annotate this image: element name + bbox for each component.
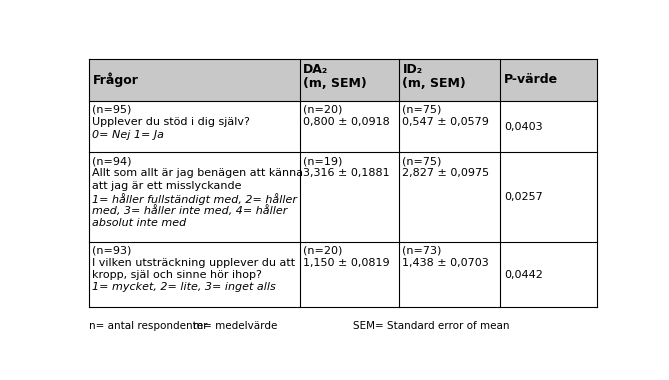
Text: Frågor: Frågor — [92, 73, 138, 87]
Text: 3,316 ± 0,1881: 3,316 ± 0,1881 — [303, 168, 390, 179]
Text: (m, SEM): (m, SEM) — [402, 77, 466, 90]
Text: m= medelvärde: m= medelvärde — [193, 321, 277, 331]
Text: (n=95): (n=95) — [92, 105, 132, 115]
Text: 1= håller fullständigt med, 2= håller: 1= håller fullständigt med, 2= håller — [92, 193, 298, 205]
Text: (n=75): (n=75) — [402, 105, 442, 115]
Text: kropp, själ och sinne hör ihop?: kropp, själ och sinne hör ihop? — [92, 270, 262, 280]
Text: att jag är ett misslyckande: att jag är ett misslyckande — [92, 181, 242, 191]
Text: med, 3= håller inte med, 4= håller: med, 3= håller inte med, 4= håller — [92, 205, 288, 216]
Text: 0,0442: 0,0442 — [504, 269, 543, 280]
Text: 0,800 ± 0,0918: 0,800 ± 0,0918 — [303, 117, 390, 127]
Text: I vilken utsträckning upplever du att: I vilken utsträckning upplever du att — [92, 258, 296, 268]
Text: 0,0403: 0,0403 — [504, 122, 543, 132]
Text: (n=19): (n=19) — [303, 156, 343, 166]
Text: (n=20): (n=20) — [303, 105, 343, 115]
Text: 1= mycket, 2= lite, 3= inget alls: 1= mycket, 2= lite, 3= inget alls — [92, 282, 276, 292]
Text: (m, SEM): (m, SEM) — [303, 77, 367, 90]
Text: (n=93): (n=93) — [92, 245, 132, 255]
Text: 0= Nej 1= Ja: 0= Nej 1= Ja — [92, 130, 165, 139]
Text: 2,827 ± 0,0975: 2,827 ± 0,0975 — [402, 168, 490, 179]
Text: 1,438 ± 0,0703: 1,438 ± 0,0703 — [402, 258, 489, 268]
Text: 0,0257: 0,0257 — [504, 192, 543, 202]
Text: (n=73): (n=73) — [402, 245, 442, 255]
Text: (n=94): (n=94) — [92, 156, 132, 166]
Text: absolut inte med: absolut inte med — [92, 218, 187, 228]
Text: 0,547 ± 0,0579: 0,547 ± 0,0579 — [402, 117, 489, 127]
Text: P-värde: P-värde — [504, 73, 558, 87]
Text: (n=20): (n=20) — [303, 245, 343, 255]
Text: (n=75): (n=75) — [402, 156, 442, 166]
Text: 1,150 ± 0,0819: 1,150 ± 0,0819 — [303, 258, 390, 268]
Text: Upplever du stöd i dig själv?: Upplever du stöd i dig själv? — [92, 117, 250, 127]
Text: n= antal respondenter: n= antal respondenter — [89, 321, 207, 331]
Text: ID₂: ID₂ — [402, 63, 423, 76]
Text: DA₂: DA₂ — [303, 63, 328, 76]
Text: SEM= Standard error of mean: SEM= Standard error of mean — [353, 321, 510, 331]
Bar — [89, 59, 597, 101]
Text: Allt som allt är jag benägen att känna: Allt som allt är jag benägen att känna — [92, 168, 304, 179]
